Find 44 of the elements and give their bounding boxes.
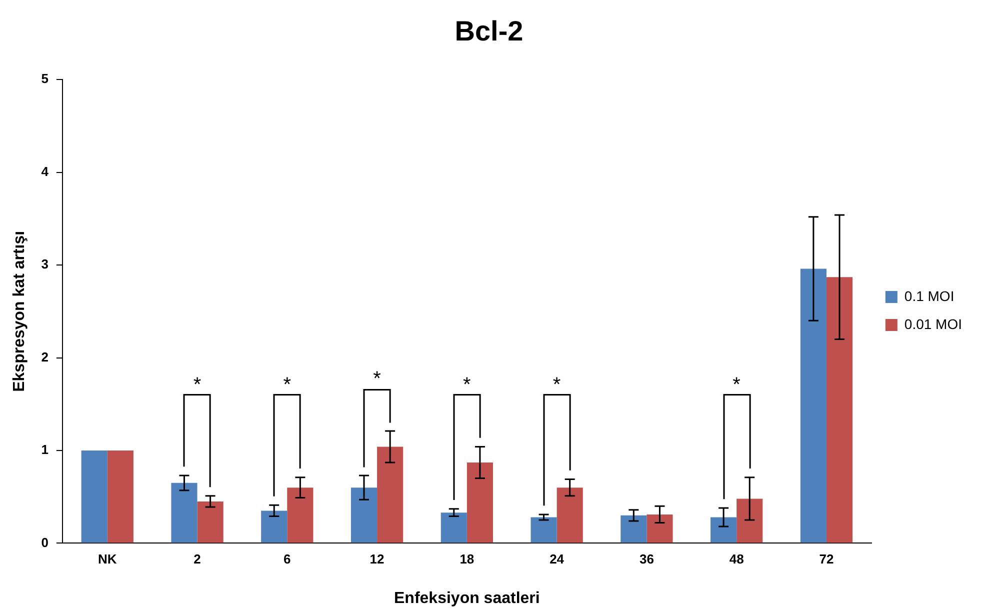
bar [171, 482, 198, 543]
bar [440, 512, 467, 543]
bar [81, 450, 108, 543]
bar [826, 277, 853, 543]
annotation: * [282, 374, 292, 396]
annotation: * [192, 374, 202, 396]
bar [646, 514, 673, 543]
y-tick-label: 3 [41, 256, 48, 272]
y-axis-title: Ekspresyon kat artışı [11, 230, 28, 392]
x-tick-label: 72 [819, 552, 834, 567]
bar [287, 488, 314, 543]
annotation: * [552, 374, 562, 396]
bar [107, 450, 134, 543]
x-tick-label: 12 [370, 552, 384, 567]
bar [530, 517, 557, 543]
bar [466, 462, 493, 543]
x-tick-label: 36 [639, 552, 654, 567]
x-tick-label: NK [98, 552, 118, 567]
bar [736, 498, 763, 543]
bar [377, 446, 404, 543]
y-tick-label: 2 [41, 349, 48, 364]
y-tick-label: 5 [41, 71, 48, 86]
y-tick-label: 0 [41, 534, 48, 550]
x-axis-title: Enfeksiyon saatleri [394, 590, 540, 607]
legend-label: 0.1 MOI [904, 288, 954, 304]
bar [197, 501, 224, 543]
annotation: * [462, 374, 472, 396]
bar [620, 515, 647, 543]
annotation: * [732, 374, 742, 396]
legend-label: 0.01 MOI [904, 316, 962, 332]
bar [350, 488, 378, 543]
bar [556, 488, 583, 543]
x-tick-label: 6 [284, 552, 291, 567]
chart-title: Bcl-2 [454, 16, 524, 47]
x-tick-label: 48 [729, 552, 744, 567]
annotation: * [372, 368, 382, 390]
x-tick-label: 24 [550, 552, 565, 567]
bar [261, 510, 288, 543]
bar [710, 517, 737, 543]
y-tick-label: 4 [41, 164, 50, 179]
x-tick-label: 2 [194, 552, 201, 567]
x-tick-label: 18 [460, 552, 474, 567]
bar [800, 268, 826, 543]
y-tick-label: 1 [41, 442, 48, 458]
